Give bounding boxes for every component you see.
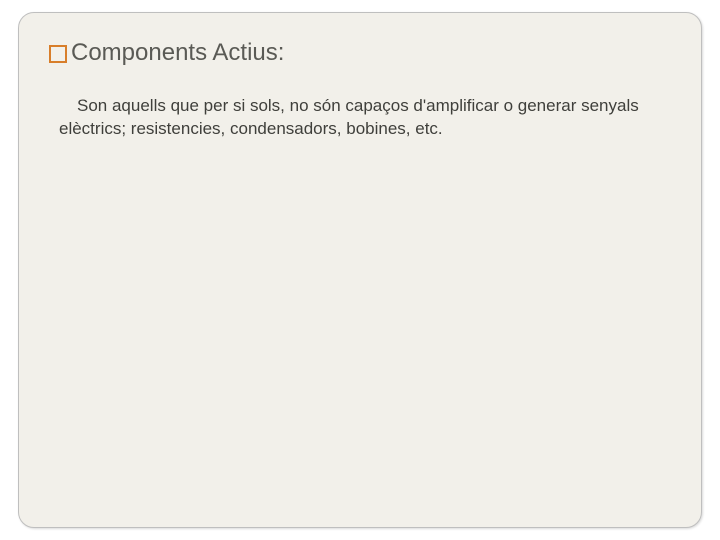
heading-text: Components Actius: — [71, 39, 284, 67]
slide: Components Actius: Son aquells que per s… — [0, 0, 720, 540]
content-frame: Components Actius: Son aquells que per s… — [18, 12, 702, 528]
body-text: Son aquells que per si sols, no són capa… — [49, 95, 671, 141]
body-text-content: Son aquells que per si sols, no són capa… — [59, 96, 639, 138]
heading-row: Components Actius: — [49, 39, 671, 67]
square-bullet-icon — [49, 45, 67, 63]
